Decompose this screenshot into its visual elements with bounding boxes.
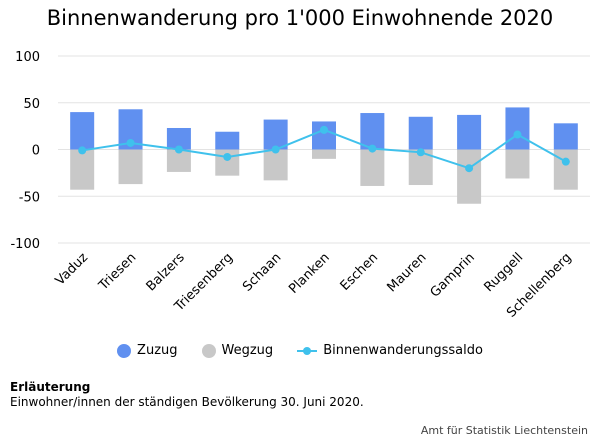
saldo-point-mauren [416,148,425,157]
saldo-point-eschen [368,144,377,153]
bar-wegzug-gamprin [457,149,482,204]
legend-swatch-wegzug [201,343,216,358]
x-tick-label: Triesen [96,250,140,294]
saldo-point-schellenberg [561,157,570,166]
bar-zuzug-mauren [408,116,433,150]
saldo-point-planken [320,125,328,134]
y-tick-label: -50 [19,190,40,205]
bar-zuzug-schellenberg [553,123,578,150]
x-tick-label: Gamprin [428,250,478,300]
saldo-point-vaduz [78,146,87,155]
legend-item-wegzug[interactable]: Wegzug [201,343,274,358]
x-tick-label: Eschen [338,250,382,294]
legend-item-saldo[interactable]: Binnenwanderungssaldo [297,343,483,358]
bar-wegzug-triesen [118,149,143,185]
x-tick-label: Mauren [384,250,429,295]
saldo-point-triesenberg [223,152,232,161]
saldo-point-schaan [271,145,280,154]
saldo-point-gamprin [465,164,474,173]
x-tick-label: Schaan [240,250,284,294]
saldo-point-triesen [126,138,135,147]
x-tick-label: Balzers [144,250,188,294]
bar-wegzug-ruggell [505,149,530,179]
bar-zuzug-triesenberg [215,131,240,150]
x-tick-label: Ruggell [481,250,526,295]
note: Erläuterung Einwohner/innen der ständige… [10,380,364,410]
legend: Zuzug Wegzug Binnenwanderungssaldo [0,343,600,358]
source-credit: Amt für Statistik Liechtenstein [420,424,588,437]
bar-zuzug-ruggell [505,107,530,150]
bar-wegzug-eschen [360,149,385,186]
bar-wegzug-schellenberg [553,149,578,190]
bar-zuzug-eschen [360,113,385,150]
bar-wegzug-balzers [166,149,191,172]
legend-label-saldo: Binnenwanderungssaldo [323,343,483,358]
legend-label-wegzug: Wegzug [221,343,274,358]
bar-wegzug-schaan [263,149,288,181]
y-tick-label: 100 [15,50,40,65]
x-tick-label: Planken [286,250,333,297]
bar-wegzug-vaduz [70,149,95,190]
bar-zuzug-gamprin [457,114,482,150]
saldo-point-balzers [174,145,183,154]
legend-item-zuzug[interactable]: Zuzug [117,343,178,358]
chart-title: Binnenwanderung pro 1'000 Einwohnende 20… [46,6,554,30]
y-tick-label: 0 [32,144,40,159]
legend-swatch-zuzug [117,343,132,358]
legend-swatch-saldo [297,344,318,358]
y-tick-label: -100 [10,237,40,252]
bar-zuzug-schaan [263,119,288,150]
legend-label-zuzug: Zuzug [137,343,178,358]
bar-zuzug-balzers [166,127,191,150]
bar-wegzug-planken [312,149,336,159]
saldo-point-ruggell [513,130,522,139]
x-tick-label: Vaduz [53,250,91,288]
y-tick-label: 50 [23,97,40,112]
note-text: Einwohner/innen der ständigen Bevölkerun… [10,395,364,409]
note-title: Erläuterung [10,380,91,394]
bar-zuzug-vaduz [70,112,95,150]
bar-zuzug-planken [312,121,336,150]
